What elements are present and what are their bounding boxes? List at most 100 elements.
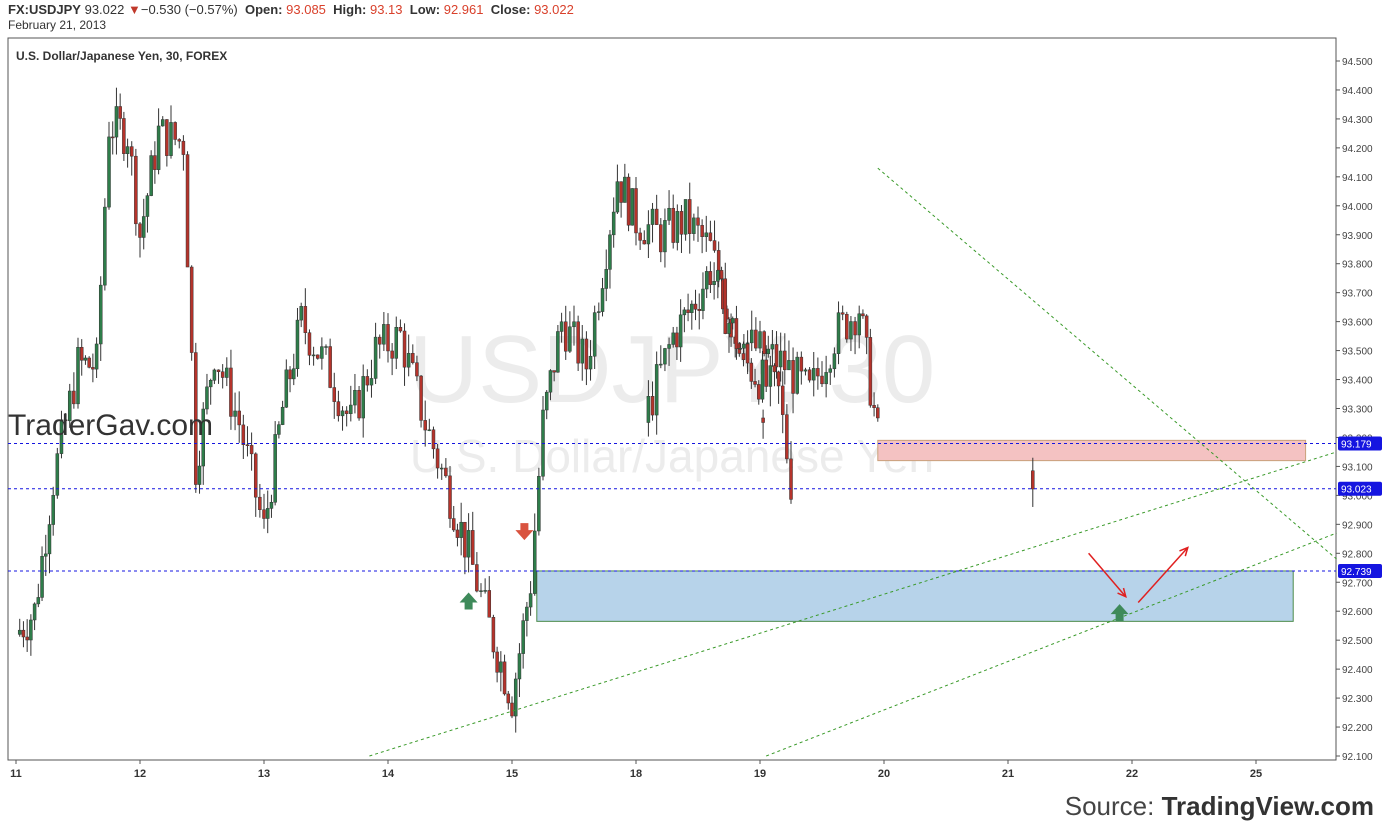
candle-body — [663, 220, 667, 253]
price-tick-label: 92.900 — [1342, 520, 1373, 531]
price-tick-label: 92.600 — [1342, 607, 1373, 618]
candle-body — [138, 223, 142, 238]
candle-body — [588, 355, 593, 370]
candle-body — [525, 606, 529, 621]
candle-body — [683, 199, 688, 235]
candle-body — [749, 362, 754, 382]
candle-body — [690, 303, 694, 313]
candle-body — [390, 350, 394, 359]
candle-body — [696, 217, 700, 226]
candle-body — [671, 207, 675, 243]
candle-body — [448, 475, 452, 519]
candle-body — [122, 118, 126, 154]
candle-body — [753, 381, 757, 385]
candle-body — [864, 315, 869, 338]
price-tick-label: 93.500 — [1342, 347, 1373, 358]
candle-body — [32, 603, 37, 621]
candle-body — [521, 620, 525, 654]
price-axis[interactable]: 92.100 92.200 92.300 92.400 92.500 92.600 92.7… — [1336, 57, 1373, 763]
candle-body — [72, 390, 76, 405]
close-label: Close: — [490, 2, 531, 17]
candle-body — [36, 597, 41, 605]
candle-body — [94, 343, 99, 370]
candle-body — [129, 146, 134, 157]
candle-body — [394, 327, 399, 359]
candle-body — [510, 702, 514, 717]
candle-body — [659, 224, 663, 253]
candle-body — [451, 518, 456, 531]
candle-body — [757, 384, 761, 400]
price-tick-label: 93.100 — [1342, 462, 1373, 473]
symbol-name[interactable]: FX:USDJPY — [8, 2, 81, 17]
time-axis[interactable]: 11 12 13 14 15 18 19 20 21 22 25 — [10, 760, 1262, 780]
source-name: TradingView.com — [1161, 791, 1374, 821]
price-tick-label: 93.800 — [1342, 260, 1373, 271]
price-chart[interactable]: USDJPY, 30 U.S. Dollar/Japanese Yen 92.1… — [0, 0, 1388, 790]
candle-body — [853, 321, 857, 336]
candle-body — [1031, 470, 1035, 490]
candle-body — [265, 508, 270, 519]
candle-body — [59, 419, 64, 454]
candle-body — [693, 303, 698, 310]
time-tick-label: 19 — [754, 768, 766, 780]
candle-body — [686, 309, 690, 313]
candle-body — [495, 651, 499, 673]
candle-body — [580, 338, 585, 364]
price-tick-label: 94.500 — [1342, 57, 1373, 68]
candle-body — [623, 176, 627, 203]
price-tick-label: 92.200 — [1342, 723, 1373, 734]
candle-body — [667, 207, 671, 221]
candle-body — [868, 337, 873, 406]
candle-body — [185, 154, 190, 268]
candle-body — [556, 331, 560, 373]
candle-body — [402, 330, 407, 368]
candle-body — [269, 501, 274, 509]
candle-body — [783, 350, 787, 371]
candle-body — [537, 475, 541, 532]
candle-body — [727, 322, 731, 334]
candle-body — [208, 380, 213, 388]
candle-body — [67, 390, 72, 422]
candle-body — [361, 376, 365, 419]
candle-body — [861, 313, 865, 317]
candle-body — [491, 617, 496, 653]
candle-body — [544, 391, 549, 411]
candle-body — [288, 369, 292, 380]
candle-body — [708, 271, 713, 285]
candle-body — [55, 453, 60, 496]
candle-body — [141, 216, 146, 238]
candle-body — [487, 590, 492, 618]
candle-body — [650, 396, 655, 416]
candle-body — [807, 369, 812, 381]
candle-body — [415, 362, 419, 377]
candle-body — [764, 359, 768, 387]
price-tags: 93.179 93.023 92.739 — [1338, 436, 1382, 578]
candle-body — [47, 524, 52, 555]
time-tick-label: 11 — [10, 768, 22, 780]
candle-body — [528, 593, 533, 608]
candle-body — [427, 429, 432, 432]
trendline — [766, 532, 1337, 757]
candle-body — [687, 199, 692, 234]
candle-body — [181, 140, 186, 155]
candle-body — [502, 661, 507, 695]
candle-body — [406, 353, 411, 368]
candle-body — [349, 404, 353, 414]
candle-body — [262, 509, 266, 519]
candle-body — [83, 357, 88, 361]
candle-body — [745, 343, 750, 364]
candle-body — [292, 368, 296, 380]
trendline — [877, 167, 1337, 560]
candle-body — [700, 225, 704, 237]
candle-body — [382, 324, 386, 345]
candle-body — [324, 346, 328, 348]
candle-body — [646, 396, 651, 423]
candle-body — [103, 206, 107, 286]
candle-body — [63, 419, 68, 422]
candle-body — [340, 410, 345, 417]
price-tick-label: 92.300 — [1342, 694, 1373, 705]
price-tag — [1338, 481, 1382, 496]
candle-body — [597, 311, 601, 313]
candle-body — [568, 326, 572, 352]
candle-body — [40, 556, 44, 598]
